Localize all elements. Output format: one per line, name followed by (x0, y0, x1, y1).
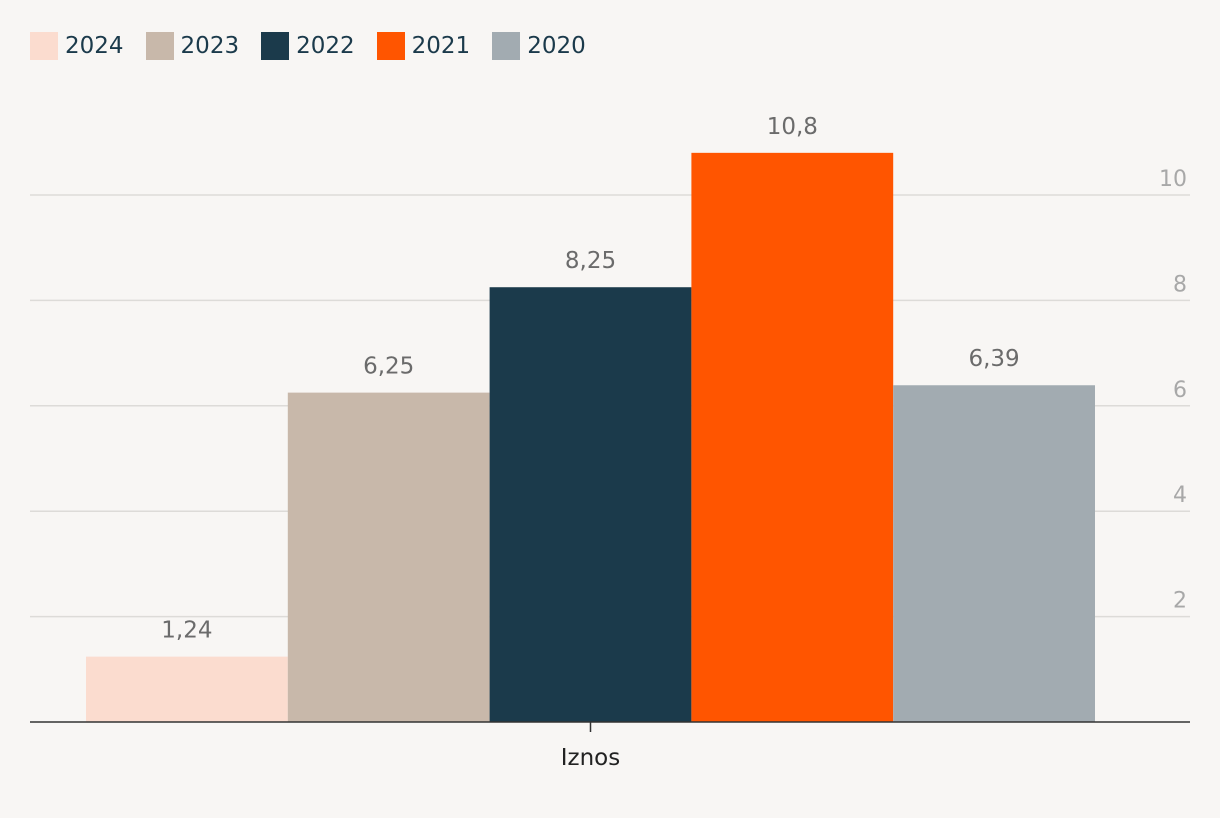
data-label: 6,39 (968, 346, 1019, 372)
legend-item-2022[interactable]: 2022 (261, 32, 355, 60)
legend-swatch (376, 32, 405, 60)
legend-item-2024[interactable]: 2024 (30, 32, 124, 60)
legend-label: 2022 (296, 33, 355, 59)
y-tick-label: 10 (1159, 167, 1187, 192)
legend-item-2020[interactable]: 2020 (492, 32, 586, 60)
data-label: 6,25 (363, 354, 414, 380)
bar-2023 (287, 392, 490, 722)
legend-swatch (261, 32, 290, 60)
legend: 2024 2023 2022 2021 2020 (30, 32, 608, 60)
y-tick-label: 4 (1173, 483, 1187, 508)
legend-label: 2024 (65, 33, 124, 59)
bar-2021 (691, 152, 894, 723)
legend-label: 2023 (180, 33, 240, 59)
x-category-label: Iznos (561, 745, 621, 771)
legend-swatch (145, 32, 174, 60)
data-label: 1,24 (161, 618, 212, 644)
y-tick-label: 8 (1173, 272, 1187, 297)
y-tick-label: 6 (1173, 378, 1187, 403)
data-label: 10,8 (767, 114, 818, 140)
bar-2022 (489, 287, 692, 722)
legend-swatch (492, 32, 521, 60)
legend-label: 2020 (527, 33, 586, 59)
data-label: 8,25 (565, 248, 616, 274)
legend-item-2021[interactable]: 2021 (376, 32, 471, 60)
legend-item-2023[interactable]: 2023 (145, 32, 240, 60)
legend-swatch (30, 32, 58, 60)
legend-label: 2021 (411, 33, 471, 59)
bar-2020 (893, 385, 1095, 722)
y-tick-label: 2 (1173, 589, 1187, 614)
bar-2024 (86, 656, 288, 722)
